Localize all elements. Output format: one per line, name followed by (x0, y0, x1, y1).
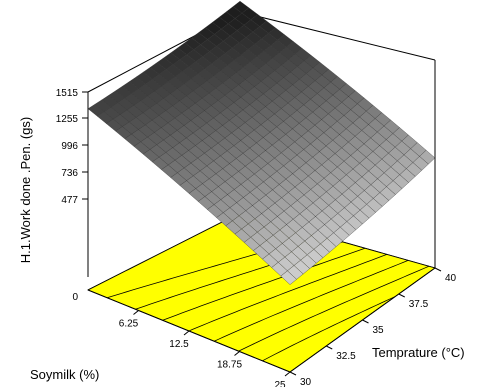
z-tick-label: 736 (61, 168, 78, 179)
tick-mark (362, 319, 369, 324)
y-tick-label: 37.5 (409, 299, 429, 310)
y-tick-label: 32.5 (336, 351, 356, 362)
tick-mark (183, 330, 190, 336)
x-tick-label: 0 (72, 292, 78, 303)
contour-line (188, 254, 387, 332)
tick-mark (234, 351, 240, 356)
y-tick-label: 30 (300, 377, 312, 387)
x-tick-label: 12.5 (169, 339, 189, 350)
contour-line (162, 247, 366, 321)
tick-mark (398, 293, 405, 298)
x-tick-label: 25 (274, 380, 286, 387)
tick-mark (284, 371, 291, 377)
x-axis-ticks: 6.25 12.5 18.75 25 (119, 310, 291, 387)
z-tick-label: 1255 (56, 114, 79, 125)
tick-mark (326, 345, 333, 350)
z-tick-label: 996 (61, 141, 78, 152)
z-tick-label: 1515 (56, 88, 79, 99)
z-axis-ticks: 1515 1255 996 736 477 0 (56, 88, 88, 303)
z-axis-label: H.1.Work done .Pen. (gs) (18, 117, 33, 263)
surface-cell (280, 270, 297, 285)
tick-mark (289, 371, 297, 376)
tick-mark (133, 310, 139, 315)
contour-line (238, 265, 430, 352)
response-surface (87, 0, 436, 285)
x-tick-label: 18.75 (217, 360, 242, 371)
contour-line (214, 260, 409, 342)
y-axis-label: Temprature (°C) (372, 345, 465, 360)
contour-line (262, 296, 396, 362)
x-axis-label: Soymilk (%) (30, 367, 99, 382)
z-tick-label: 477 (61, 195, 78, 206)
tick-mark (434, 267, 442, 272)
y-tick-label: 40 (445, 273, 457, 284)
x-tick-label: 6.25 (119, 319, 139, 330)
y-axis-ticks: 30 32.5 35 37.5 40 (289, 267, 457, 387)
y-tick-label: 35 (373, 325, 385, 336)
